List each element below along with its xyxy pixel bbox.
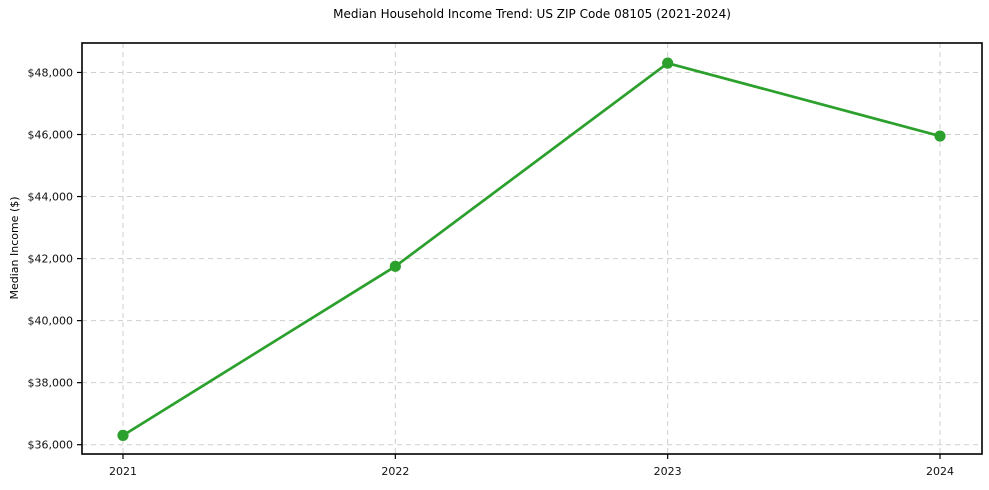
x-tick-label: 2021 bbox=[109, 465, 137, 478]
y-tick-label: $48,000 bbox=[28, 66, 74, 79]
y-tick-label: $38,000 bbox=[28, 377, 74, 390]
y-tick-label: $42,000 bbox=[28, 253, 74, 266]
data-point-2021 bbox=[117, 429, 129, 441]
y-tick-label: $44,000 bbox=[28, 191, 74, 204]
x-tick-label: 2024 bbox=[926, 465, 954, 478]
y-tick-label: $46,000 bbox=[28, 129, 74, 142]
y-tick-label: $36,000 bbox=[28, 439, 74, 452]
plot-border bbox=[81, 42, 983, 455]
chart-title: Median Household Income Trend: US ZIP Co… bbox=[333, 7, 731, 21]
x-tick-label: 2022 bbox=[381, 465, 409, 478]
y-tick-label: $40,000 bbox=[28, 315, 74, 328]
data-point-2024 bbox=[934, 130, 946, 142]
x-tick-label: 2023 bbox=[654, 465, 682, 478]
data-point-2023 bbox=[662, 57, 674, 69]
data-point-2022 bbox=[389, 260, 401, 272]
trend-line bbox=[121, 61, 942, 437]
